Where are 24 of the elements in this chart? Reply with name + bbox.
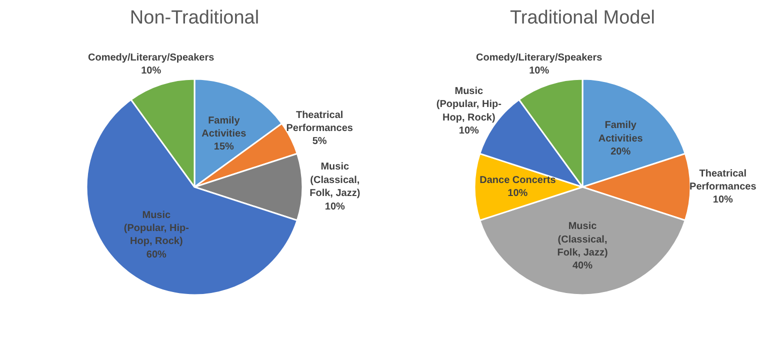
- chart-title: Traditional Model: [510, 8, 656, 28]
- data-label: 10%: [141, 66, 162, 77]
- slice-label: Music (Classical, Folk, Jazz): [557, 221, 608, 259]
- slice-label: Theatrical Performances: [690, 168, 757, 192]
- slice-label: Family Activities: [598, 120, 644, 144]
- data-label: 10%: [529, 66, 550, 77]
- data-label: 10%: [324, 201, 346, 212]
- data-label: 10%: [712, 194, 734, 206]
- chart-title: Non-Traditional: [130, 8, 260, 28]
- slice-label: Music (Popular, Hip-Hop, Rock): [124, 210, 189, 248]
- data-label: 60%: [146, 249, 167, 260]
- slice-label: Theatrical Performances: [286, 110, 354, 134]
- data-label: 5%: [312, 136, 327, 148]
- slice-label: Dance Concerts: [480, 174, 556, 186]
- slice-label: Comedy/Literary/Speakers: [476, 52, 603, 64]
- data-label: 10%: [458, 126, 480, 137]
- slice-label: Music (Classical, Folk, Jazz): [310, 162, 360, 200]
- data-label: 15%: [214, 142, 234, 153]
- slice-label: Comedy/Literary/Speakers: [88, 52, 215, 64]
- slice-label: Family Activities: [202, 115, 247, 140]
- data-label: 20%: [610, 146, 631, 158]
- slice-label: Music (Popular, Hip-Hop, Rock): [436, 86, 502, 124]
- data-label: 40%: [572, 260, 593, 272]
- data-label: 10%: [508, 188, 528, 200]
